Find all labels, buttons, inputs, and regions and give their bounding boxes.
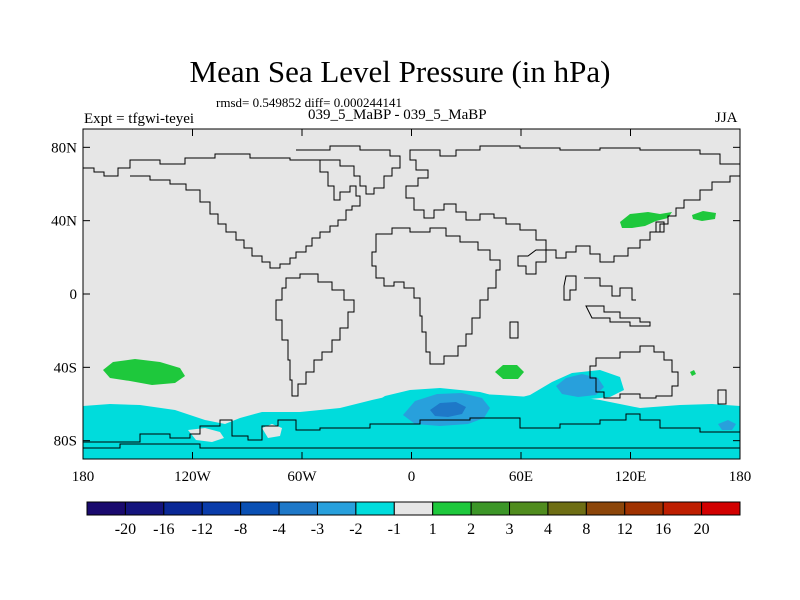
coastline-antarctic-shelf [83, 443, 740, 449]
x-tick-label: 180 [729, 469, 752, 485]
x-tick-label: 60W [287, 469, 317, 485]
contour-atlantic-minus3 [430, 402, 466, 417]
y-tick-label: 0 [70, 287, 78, 303]
season-label: JJA [715, 110, 738, 126]
colorbar-label: -8 [234, 521, 247, 538]
contour-north-pacific-high [620, 212, 672, 228]
colorbar-box [662, 501, 703, 516]
x-tick-label: 180 [72, 469, 95, 485]
colorbar-label: -2 [349, 521, 362, 538]
colorbar-label: 4 [544, 521, 552, 538]
contour-coastal-gap [188, 428, 224, 442]
colorbar-box [163, 501, 203, 516]
colorbar-label: -3 [311, 521, 324, 538]
coastline-north-america [83, 153, 361, 269]
colorbar-box [509, 501, 549, 516]
x-tick-label: 120E [615, 469, 647, 485]
colorbar-label: 3 [506, 521, 514, 538]
contour-south-pacific-high [103, 359, 185, 385]
coastline-indonesia [585, 305, 651, 327]
colorbar-box [432, 501, 472, 516]
coastline-greenland [296, 145, 401, 195]
contour-fill-layer [83, 211, 740, 459]
y-tick-label: 80N [51, 140, 77, 156]
contour-south-indian-high [495, 365, 524, 379]
x-tick-label: 120W [174, 469, 212, 485]
contour-coastal-gap-2 [262, 424, 282, 438]
experiment-label: Expt = tfgwi-teyei [84, 111, 195, 127]
colorbar-box [624, 501, 664, 516]
contour-indian-minus2 [556, 374, 604, 397]
coastline-japan [655, 221, 665, 233]
colorbar-label: 8 [582, 521, 590, 538]
x-tick-label: 60E [509, 469, 533, 485]
colorbar: -20 -16 -12 -8 -4 -3 -2 -1 1 2 3 4 8 12 16 20 [86, 501, 741, 538]
colorbar-label: 16 [655, 521, 671, 538]
colorbar-box [278, 501, 318, 516]
coastline-new-zealand [717, 389, 727, 405]
contour-pacific-minus2 [718, 420, 736, 430]
colorbar-box [86, 501, 126, 516]
colorbar-label: -16 [153, 521, 174, 538]
colorbar-box [547, 501, 587, 516]
x-tick-label: 0 [408, 469, 416, 485]
coastline-africa [371, 227, 501, 365]
colorbar-label: 12 [617, 521, 633, 538]
chart-title: Mean Sea Level Pressure (in hPa) [189, 54, 611, 89]
y-tick-label: 40S [54, 360, 77, 376]
colorbar-box [470, 501, 511, 516]
y-tick-label: 40N [51, 214, 77, 230]
colorbar-label: 2 [467, 521, 475, 538]
coastline-antarctica [83, 413, 740, 443]
case-label: 039_5_MaBP - 039_5_MaBP [308, 107, 487, 123]
colorbar-box [124, 501, 165, 516]
y-tick-label: 80S [54, 434, 77, 450]
colorbar-label: -1 [388, 521, 401, 538]
colorbar-label: -12 [192, 521, 213, 538]
coastlines [83, 145, 740, 449]
y-axis: 80N 40N 0 40S 80S [51, 140, 740, 450]
colorbar-box [201, 501, 242, 516]
coastline-madagascar [509, 321, 519, 339]
contour-north-pacific-high-east [692, 211, 716, 221]
contour-southern-ocean [83, 393, 740, 459]
coastline-australia [589, 345, 679, 399]
rmsd-diff-label: rmsd= 0.549852 diff= 0.000244141 [216, 95, 402, 110]
x-axis: 180 120W 60W 0 60E 120E 180 [72, 129, 752, 485]
colorbar-box [393, 501, 434, 516]
colorbar-box [585, 501, 626, 516]
colorbar-label: -20 [115, 521, 136, 538]
colorbar-label: -4 [272, 521, 285, 538]
coastline-south-asia [517, 249, 636, 301]
colorbar-box [316, 501, 357, 516]
colorbar-label: 20 [694, 521, 710, 538]
colorbar-box [701, 501, 741, 516]
colorbar-box [240, 501, 280, 516]
contour-small-high [690, 370, 696, 376]
coastline-eurasia [405, 145, 740, 263]
coastline-south-america [275, 273, 355, 397]
colorbar-box [355, 501, 395, 516]
colorbar-label: 1 [429, 521, 437, 538]
